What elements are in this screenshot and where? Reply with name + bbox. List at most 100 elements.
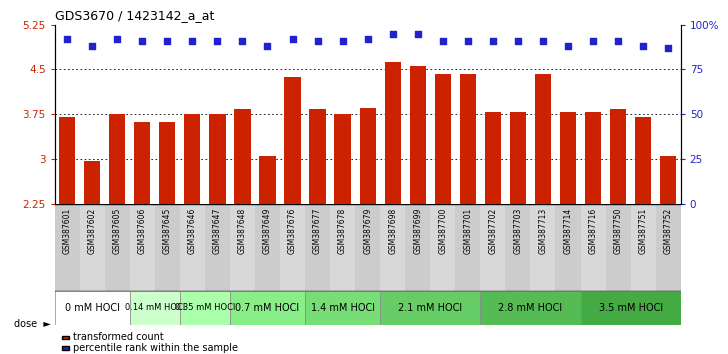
Bar	[585, 112, 601, 204]
Bar	[155, 204, 180, 291]
Text: GSM387750: GSM387750	[614, 208, 622, 254]
Text: 0.7 mM HOCl: 0.7 mM HOCl	[235, 303, 299, 313]
Bar	[309, 109, 325, 204]
Bar	[305, 291, 380, 325]
Point	[186, 38, 198, 44]
Bar	[255, 204, 280, 291]
Bar	[184, 114, 200, 204]
Bar	[505, 204, 531, 291]
Point	[337, 38, 349, 44]
Bar	[531, 204, 555, 291]
Bar	[380, 291, 480, 325]
Bar	[305, 204, 330, 291]
Point	[537, 38, 549, 44]
Text: GSM387714: GSM387714	[563, 208, 572, 254]
Bar	[180, 291, 230, 325]
Point	[387, 31, 398, 36]
Bar	[230, 291, 305, 325]
Text: GSM387605: GSM387605	[113, 208, 122, 254]
Bar	[79, 204, 105, 291]
Point	[412, 31, 424, 36]
Bar	[580, 291, 681, 325]
Bar	[285, 76, 301, 204]
Text: GSM387701: GSM387701	[463, 208, 472, 254]
Bar	[205, 204, 230, 291]
Point	[136, 38, 148, 44]
Bar	[230, 204, 255, 291]
Bar	[459, 74, 476, 204]
Text: GSM387702: GSM387702	[488, 208, 497, 254]
Bar	[180, 204, 205, 291]
Bar	[159, 122, 175, 204]
Point	[237, 38, 248, 44]
Bar	[130, 204, 155, 291]
Text: GSM387645: GSM387645	[163, 208, 172, 254]
Text: GSM387646: GSM387646	[188, 208, 197, 254]
Bar	[660, 156, 676, 204]
Text: GSM387699: GSM387699	[414, 208, 422, 254]
Text: 0 mM HOCl: 0 mM HOCl	[65, 303, 119, 313]
Bar	[84, 161, 100, 204]
Text: GSM387698: GSM387698	[388, 208, 397, 254]
Text: GSM387713: GSM387713	[539, 208, 547, 254]
Bar	[405, 204, 430, 291]
Point	[612, 38, 624, 44]
Text: 3.5 mM HOCl: 3.5 mM HOCl	[598, 303, 662, 313]
Point	[512, 38, 523, 44]
Text: GDS3670 / 1423142_a_at: GDS3670 / 1423142_a_at	[55, 9, 214, 22]
Point	[61, 36, 73, 42]
Bar	[59, 117, 75, 204]
Text: GSM387677: GSM387677	[313, 208, 322, 254]
Bar	[656, 204, 681, 291]
Bar	[610, 109, 626, 204]
Bar	[560, 112, 576, 204]
Bar	[435, 74, 451, 204]
Bar	[360, 108, 376, 204]
Point	[287, 36, 298, 42]
Text: GSM387647: GSM387647	[213, 208, 222, 254]
Text: GSM387751: GSM387751	[638, 208, 648, 254]
Text: GSM387716: GSM387716	[588, 208, 598, 254]
Point	[87, 44, 98, 49]
Text: percentile rank within the sample: percentile rank within the sample	[73, 343, 238, 353]
Bar	[134, 122, 151, 204]
Bar	[130, 291, 180, 325]
Point	[261, 44, 273, 49]
Text: GSM387678: GSM387678	[338, 208, 347, 254]
Text: 0.14 mM HOCl: 0.14 mM HOCl	[124, 303, 185, 312]
Text: 2.1 mM HOCl: 2.1 mM HOCl	[398, 303, 462, 313]
Point	[562, 44, 574, 49]
Bar	[55, 291, 130, 325]
Bar	[480, 204, 505, 291]
Point	[587, 38, 599, 44]
Bar	[630, 204, 656, 291]
Text: GSM387752: GSM387752	[664, 208, 673, 254]
Point	[662, 45, 674, 51]
Bar	[555, 204, 580, 291]
Point	[462, 38, 474, 44]
Text: GSM387602: GSM387602	[87, 208, 97, 254]
Bar	[234, 109, 250, 204]
Text: GSM387601: GSM387601	[63, 208, 71, 254]
Bar	[410, 67, 426, 204]
Bar	[635, 117, 652, 204]
Text: GSM387700: GSM387700	[438, 208, 447, 254]
Bar	[380, 204, 405, 291]
Text: transformed count: transformed count	[73, 332, 164, 342]
Bar	[355, 204, 380, 291]
Bar	[334, 114, 351, 204]
Text: GSM387676: GSM387676	[288, 208, 297, 254]
Text: GSM387648: GSM387648	[238, 208, 247, 254]
Point	[637, 44, 649, 49]
Bar	[330, 204, 355, 291]
Point	[437, 38, 448, 44]
Bar	[280, 204, 305, 291]
Bar	[455, 204, 480, 291]
Bar	[485, 112, 501, 204]
Bar	[209, 114, 226, 204]
Bar	[430, 204, 455, 291]
Text: dose  ►: dose ►	[14, 319, 51, 329]
Bar	[109, 114, 125, 204]
Bar	[480, 291, 580, 325]
Point	[162, 38, 173, 44]
